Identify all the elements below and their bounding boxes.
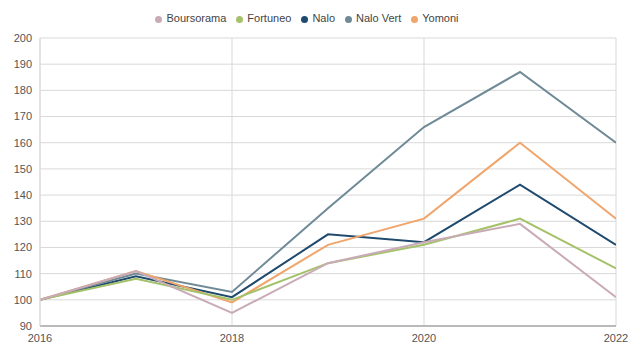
svg-text:100: 100 <box>14 294 32 306</box>
svg-text:2018: 2018 <box>220 332 244 344</box>
html-text:Yomoni: Yomoni <box>422 12 459 24</box>
html-text:Nalo Vert: Nalo Vert <box>356 12 402 24</box>
html-text:Nalo: Nalo <box>312 12 335 24</box>
svg-text:190: 190 <box>14 58 32 70</box>
svg-text:150: 150 <box>14 163 32 175</box>
html-text:Boursorama: Boursorama <box>166 12 227 24</box>
svg-text:120: 120 <box>14 241 32 253</box>
svg-text:2022: 2022 <box>604 332 628 344</box>
svg-text:130: 130 <box>14 215 32 227</box>
svg-text:110: 110 <box>14 268 32 280</box>
svg-text:140: 140 <box>14 189 32 201</box>
svg-text:90: 90 <box>20 320 32 332</box>
svg-text:170: 170 <box>14 110 32 122</box>
svg-text:2016: 2016 <box>28 332 52 344</box>
html-text:Fortuneo: Fortuneo <box>247 12 292 24</box>
svg-text:180: 180 <box>14 84 32 96</box>
svg-text:2020: 2020 <box>412 332 436 344</box>
svg-text:200: 200 <box>14 32 32 44</box>
svg-text:160: 160 <box>14 137 32 149</box>
